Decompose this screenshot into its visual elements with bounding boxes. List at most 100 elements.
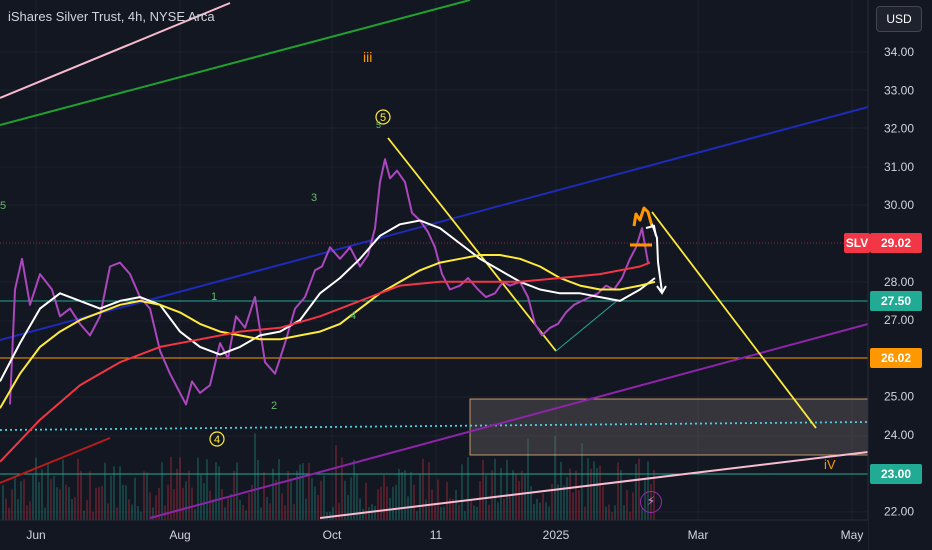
time-axis-ticks: Jun Aug Oct 11 2025 Mar May [26,528,863,542]
volume-bar [623,505,625,520]
volume-bar [332,507,334,520]
price-tick: 33.00 [884,83,914,97]
volume-bar [401,471,403,520]
volume-bar [344,480,346,520]
volume-bar [419,473,421,520]
volume-bar [167,484,169,520]
volume-bar [353,459,355,520]
wave-4-circle [209,431,225,447]
volume-bar [176,468,178,520]
volume-bar [152,507,154,520]
price-tick: 28.00 [884,275,914,289]
volume-bar [23,479,25,520]
price-label: 26.02 [881,351,911,365]
volume-bar [521,470,523,520]
minor-3-label: 3 [311,192,317,204]
volume-bar [110,475,112,520]
volume-bar [518,481,520,520]
time-tick: 11 [430,528,443,542]
volume-bar [290,478,292,520]
volume-bar [428,462,430,520]
time-tick: 2025 [543,528,570,542]
volume-bar [533,503,535,520]
volume-bar [26,505,28,520]
minor-2-label: 2 [271,400,277,412]
volume-bar [368,507,370,520]
volume-bar [602,486,604,520]
volume-bar [380,486,382,520]
volume-bar [158,487,160,520]
volume-bar [116,507,118,520]
volume-bar [311,478,313,520]
volume-bar [461,464,463,520]
trendline-green [0,0,471,126]
volume-bar [137,506,139,520]
volume-bar [245,510,247,520]
volume-bar [308,462,310,520]
price-labels: SLV 29.02 27.50 26.02 23.00 [844,233,922,484]
volume-bar [605,506,607,520]
lightning-icon[interactable]: ⚡ [640,491,662,513]
currency-button[interactable]: USD [876,6,922,32]
trendline-purple [149,323,869,519]
volume-bar [107,503,109,520]
volume-bar [473,505,475,520]
volume-bar [560,461,562,520]
volume-bar [5,498,7,520]
volume-bar [452,498,454,520]
volume-bar [101,486,103,520]
volume-bar [32,475,34,520]
volume-bar [554,435,556,520]
volume-bar [542,493,544,520]
volume-bar [335,445,337,520]
volume-bar [98,486,100,520]
volume-bar [197,457,199,520]
volume-bar [626,490,628,520]
volume-bar [509,494,511,520]
minor-4-label: 4 [350,310,356,322]
volume-bar [545,502,547,520]
volume-bar [149,492,151,520]
volume-bar [491,470,493,520]
volume-bar [239,499,241,520]
volume-bar [359,498,361,520]
volume-bar [209,490,211,520]
time-tick: Mar [688,528,709,542]
price-tick: 34.00 [884,45,914,59]
recent-markers [630,206,667,295]
volume-bar [590,468,592,520]
volume-bar [458,504,460,520]
volume-bar [482,459,484,520]
volume-bar [383,475,385,520]
trendline-red-lower [0,437,111,484]
volume-bar [596,468,598,520]
symbol-title: iShares Silver Trust, 4h, NYSE Arca [8,9,215,24]
volume-bar [548,506,550,520]
volume-bar [122,484,124,520]
minor-5-label: 5 [0,200,6,212]
volume-bar [503,498,505,520]
series-line [9,158,649,406]
volume-bar [515,473,517,520]
volume-bar [365,482,367,520]
volume-bar [530,486,532,520]
volume-bar [74,497,76,520]
volume-bar [488,504,490,520]
volume-bar [302,463,304,520]
volume-bar [356,474,358,520]
volume-bar [257,459,259,520]
volume-bar [584,506,586,520]
volume-bar [587,457,589,520]
trendline-pink-upper [0,2,231,99]
volume-bar [206,459,208,520]
volume-bar [581,443,583,520]
volume-bar [125,485,127,520]
time-tick: Aug [169,528,190,542]
volume-bar [494,458,496,520]
price-series [0,158,656,463]
volume-bar [341,457,343,520]
volume-bar [422,458,424,520]
price-label-box [870,464,922,484]
volume-bar [236,462,238,520]
